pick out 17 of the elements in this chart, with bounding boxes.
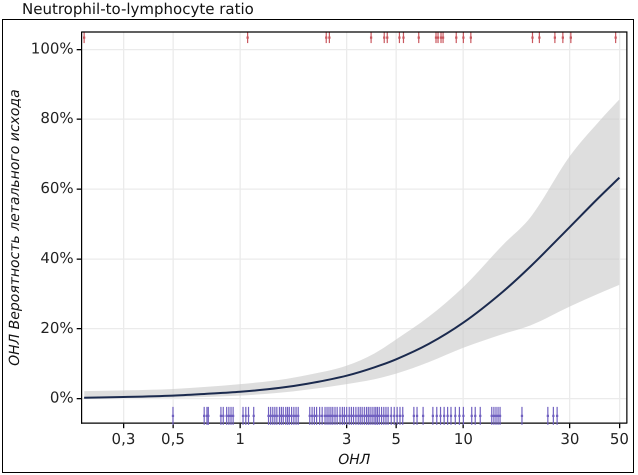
x-tick-label: 0,3 [112,430,136,448]
y-axis-title: ОНЛ Вероятность летального исхода [7,89,24,366]
chart-title: Neutrophil-to-lymphocyte ratio [22,0,254,18]
y-tick-label: 0% [50,388,74,407]
y-tick-label: 40% [40,248,74,267]
x-tick-label: 1 [235,430,245,448]
y-tick-label: 100% [30,39,74,58]
x-tick-label: 30 [560,430,580,448]
y-tick-label: 60% [40,179,74,198]
x-axis-title: ОНЛ [338,452,371,468]
y-tick-label: 80% [40,109,74,128]
x-tick-label: 50 [610,430,629,448]
y-tick-label: 20% [40,318,74,337]
x-tick-label: 5 [391,430,401,448]
x-tick-label: 0,5 [161,430,185,448]
x-tick-label: 10 [454,430,473,448]
x-tick-label: 3 [342,430,352,448]
